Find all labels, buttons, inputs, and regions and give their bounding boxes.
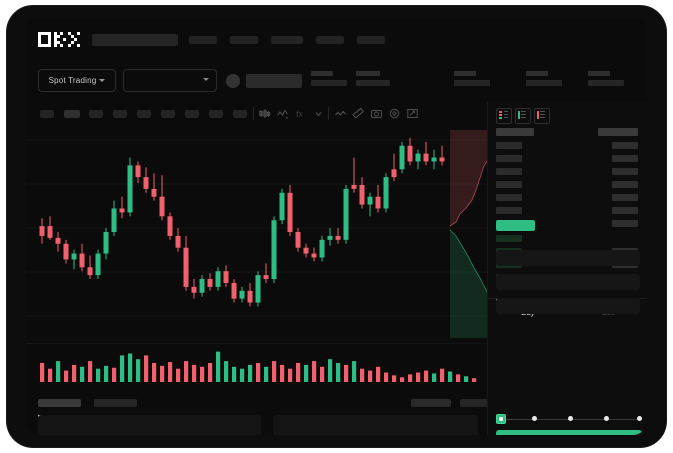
bottom-action-1[interactable] [411, 399, 451, 407]
orderbook-row[interactable] [496, 194, 522, 201]
slider-dot[interactable] [637, 416, 642, 421]
bottom-panel-right[interactable] [273, 415, 478, 435]
chevron-down-icon [203, 78, 209, 81]
nav-item-markets[interactable] [189, 36, 217, 44]
orders-tab-bar [26, 391, 500, 417]
orderbook-row-value [612, 220, 638, 227]
orderbook-row[interactable] [496, 155, 522, 162]
chevron-down-icon[interactable] [312, 107, 325, 120]
settings-gear-icon[interactable] [388, 107, 401, 120]
ticker-bar: Spot Trading [26, 56, 647, 103]
timeframe-chip-6[interactable] [161, 110, 175, 118]
amount-field[interactable] [496, 298, 640, 314]
orderbook-row[interactable] [496, 142, 522, 149]
toolbar-divider [328, 107, 329, 120]
trading-pair-name [246, 74, 302, 88]
bottom-panel-left[interactable] [38, 415, 261, 435]
timeframe-chip-8[interactable] [209, 110, 223, 118]
chart-type-icon[interactable] [276, 107, 289, 120]
tablet-device-frame: Spot Trading [7, 6, 666, 447]
ruler-icon[interactable] [352, 107, 365, 120]
orderbook-row-selected[interactable] [496, 220, 535, 231]
orders-content-area [26, 415, 487, 435]
stat-volume-24h [588, 71, 624, 86]
order-type-field[interactable] [496, 250, 640, 266]
nav-item-more[interactable] [357, 36, 385, 44]
timeframe-chip-7[interactable] [185, 110, 199, 118]
timeframe-chip-4[interactable] [113, 110, 127, 118]
orderbook-row-value [612, 181, 638, 188]
candlestick-series [39, 137, 445, 307]
orderbook-row[interactable] [496, 168, 522, 175]
orderbook-and-order-form: Buy Sell [487, 102, 647, 435]
orderbook-view-both-icon[interactable] [496, 108, 512, 124]
toolbar-divider [253, 107, 254, 120]
timeframe-chip-1[interactable] [40, 110, 54, 118]
amount-slider[interactable] [496, 414, 642, 424]
market-type-label: Spot Trading [48, 76, 97, 85]
orderbook-row-value [612, 155, 638, 162]
timeframe-chip-3[interactable] [89, 110, 103, 118]
orderbook-row[interactable] [496, 128, 534, 136]
app-screen: Spot Trading [26, 18, 647, 435]
slider-dot[interactable] [532, 416, 537, 421]
global-search-input[interactable] [92, 34, 178, 46]
submit-order-button[interactable] [496, 430, 642, 435]
orderbook-row-value [612, 194, 638, 201]
orderbook-row-value [612, 142, 638, 149]
bottom-tab-open-orders[interactable] [38, 399, 81, 407]
slider-dot[interactable] [568, 416, 573, 421]
stat-last-price [311, 71, 347, 86]
orderbook-view-bids-icon[interactable] [515, 108, 531, 124]
price-chart[interactable] [26, 126, 487, 338]
orderbook-row[interactable] [496, 235, 522, 242]
orderbook-view-asks-icon[interactable] [534, 108, 550, 124]
coin-avatar [226, 74, 240, 88]
slider-handle[interactable] [496, 414, 506, 424]
nav-item-trade[interactable] [230, 36, 258, 44]
bottom-tab-order-history[interactable] [94, 399, 137, 407]
okx-logo[interactable] [38, 32, 80, 47]
timeframe-chip-2[interactable] [64, 110, 80, 118]
orderbook-row-value [612, 207, 638, 214]
nav-item-derivatives[interactable] [271, 36, 303, 44]
orderbook-row-value [612, 168, 638, 175]
volume-chart [26, 343, 487, 392]
timeframe-chip-9[interactable] [233, 110, 247, 118]
bottom-action-2[interactable] [460, 399, 500, 407]
line-chart-icon[interactable] [334, 107, 347, 120]
svg-text:fx: fx [296, 110, 303, 119]
slider-dot[interactable] [604, 416, 609, 421]
camera-icon[interactable] [370, 107, 383, 120]
top-navigation-bar [26, 18, 647, 56]
market-type-dropdown[interactable]: Spot Trading [38, 69, 116, 92]
candlestick-chart-icon[interactable] [258, 107, 271, 120]
orderbook-row[interactable] [496, 181, 522, 188]
indicators-icon[interactable]: fx [294, 107, 307, 120]
fullscreen-icon[interactable] [406, 107, 419, 120]
trading-pair-select[interactable] [123, 69, 217, 92]
orderbook-row[interactable] [496, 207, 522, 214]
orderbook-row-value [598, 128, 638, 136]
stat-high-24h [454, 71, 490, 86]
stat-change-24h [356, 71, 390, 86]
timeframe-chip-5[interactable] [137, 110, 151, 118]
volume-bars-canvas [40, 351, 477, 382]
stat-low-24h [526, 71, 562, 86]
orderbook-rows[interactable] [488, 128, 647, 298]
nav-item-earn[interactable] [316, 36, 344, 44]
chevron-down-icon [99, 79, 106, 82]
price-field[interactable] [496, 274, 640, 290]
candlestick-chart-canvas [26, 137, 487, 317]
